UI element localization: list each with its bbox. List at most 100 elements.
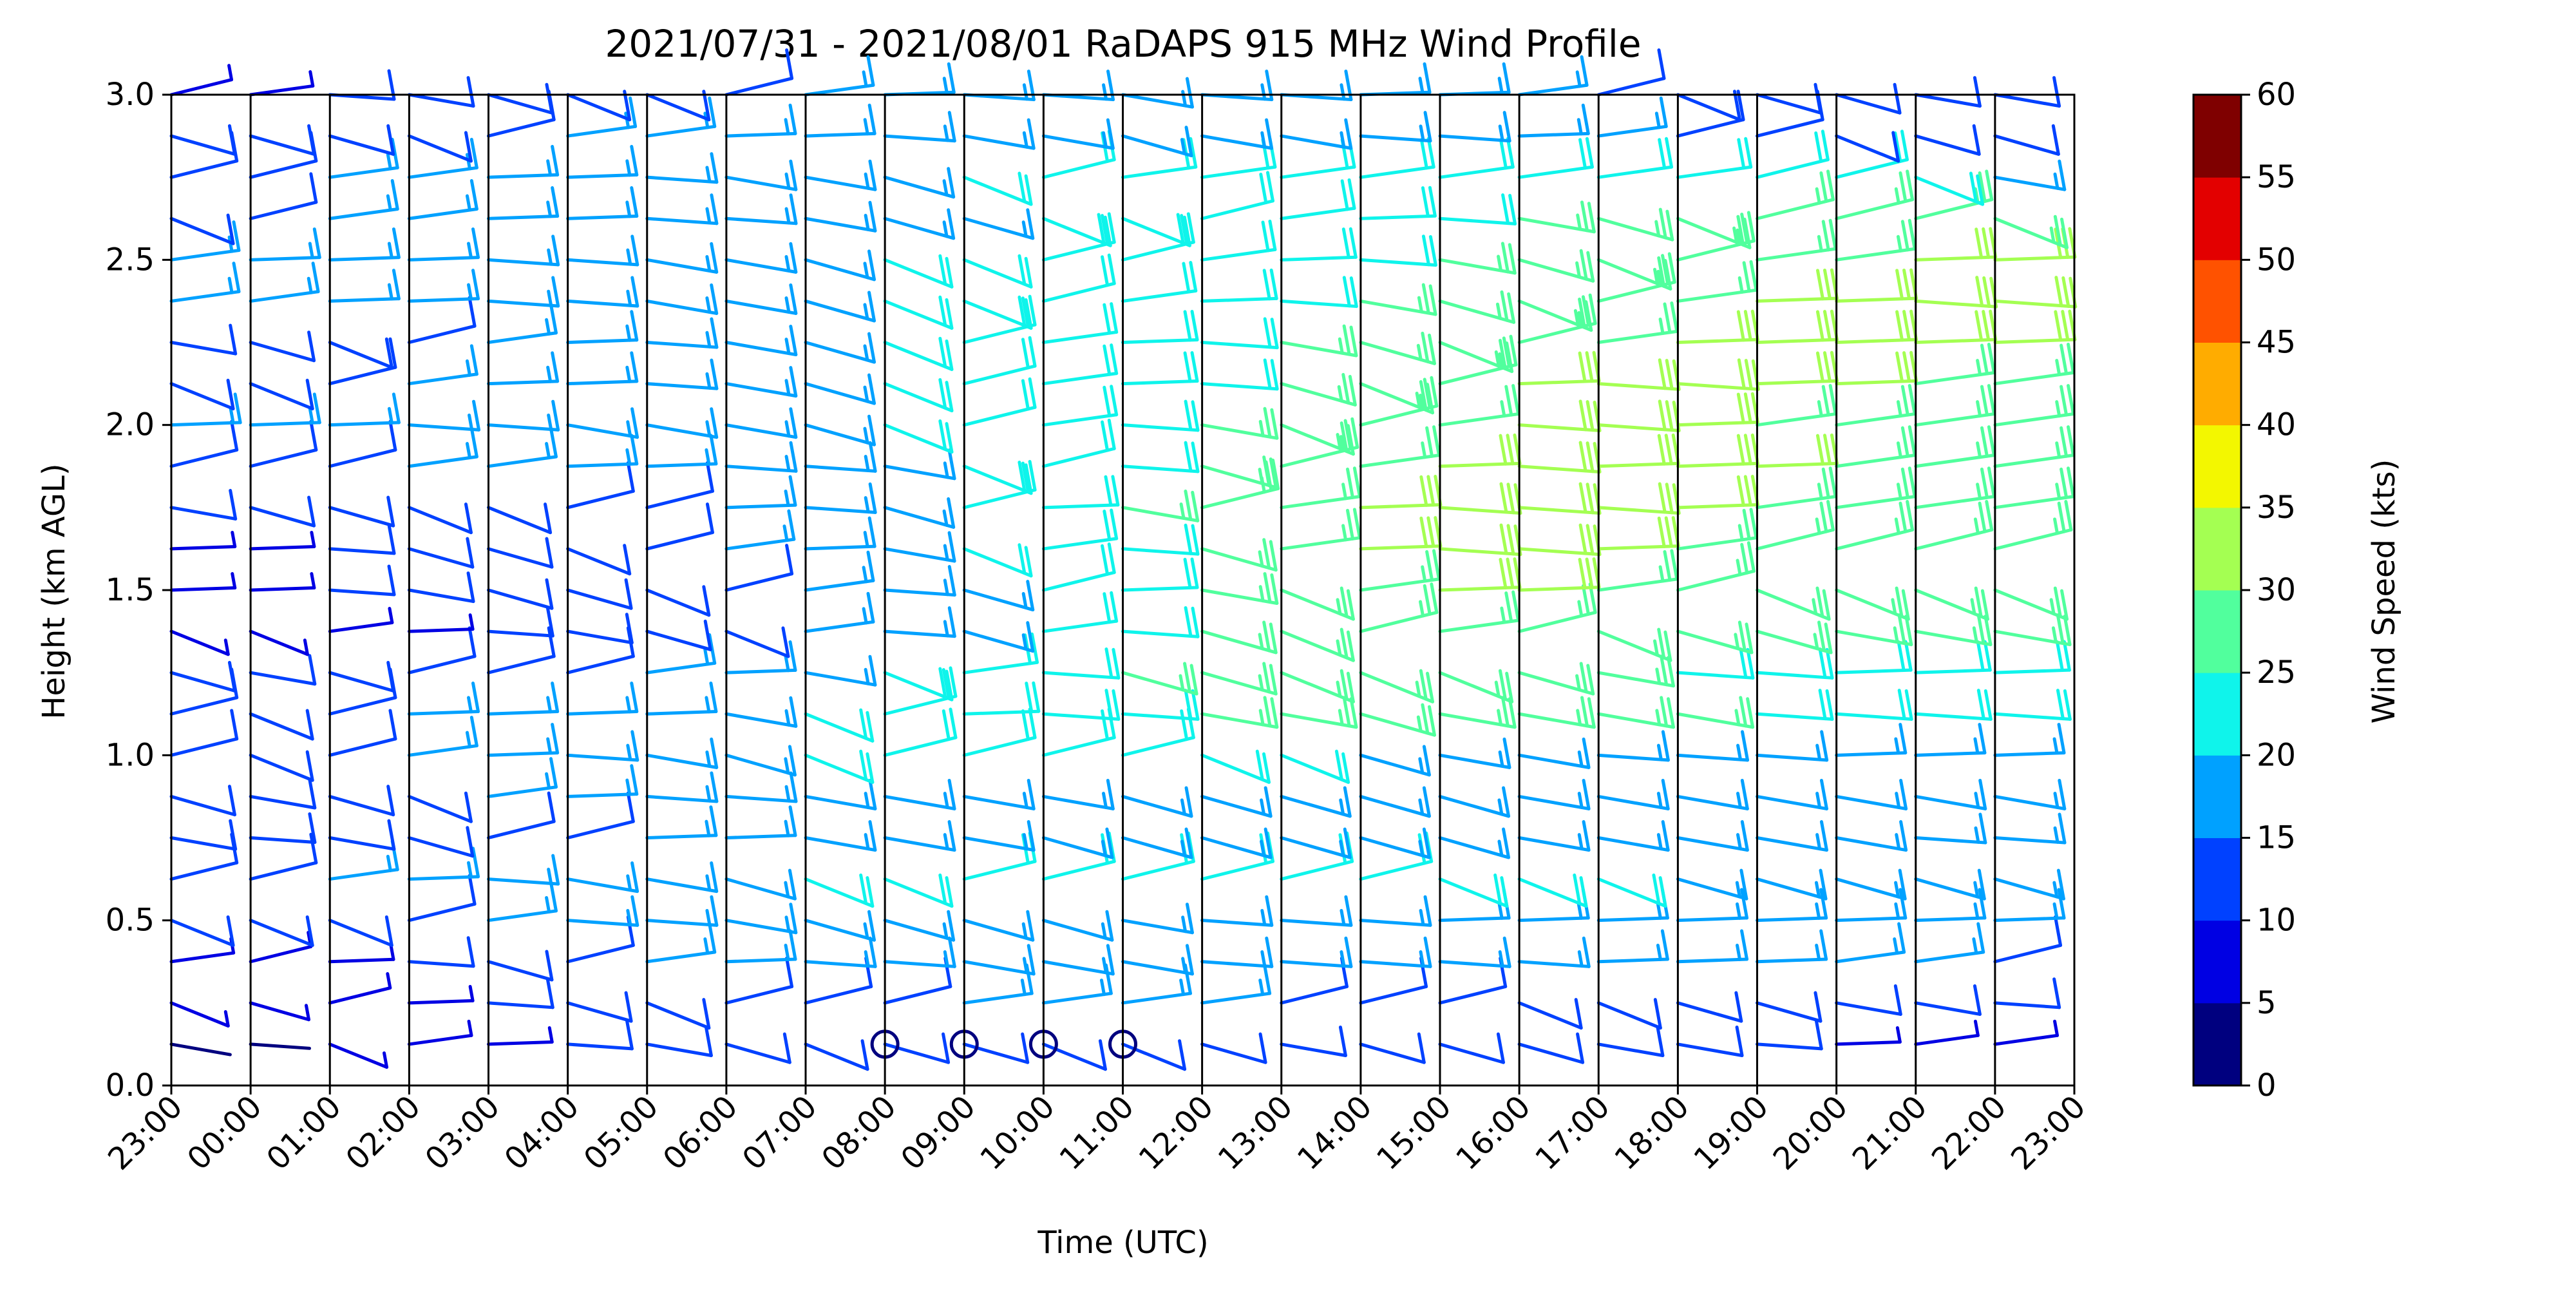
wind-barb [566, 276, 639, 308]
barb-flag [312, 227, 321, 260]
barb-flag [1900, 129, 1909, 162]
barb-flag [789, 159, 798, 191]
barb-shaft [804, 131, 876, 138]
barb-shaft [407, 960, 475, 968]
barb-flag [705, 502, 714, 535]
barb-flag [629, 96, 638, 128]
barb-flag [2066, 466, 2075, 499]
barb-shaft [1993, 255, 2077, 262]
barb-shaft [1438, 412, 1520, 427]
barb-half-flag [1656, 792, 1663, 810]
barb-flag [1505, 671, 1514, 703]
wind-barb [1756, 499, 1835, 551]
barb-shaft [249, 919, 314, 947]
wind-barb [1835, 984, 1902, 1016]
wind-barb [883, 778, 956, 810]
barb-shaft [645, 877, 719, 894]
barb-shaft [804, 579, 875, 592]
wind-barb [407, 399, 481, 432]
wind-barb [1200, 268, 1278, 303]
barb-flag [868, 159, 877, 191]
barb-half-flag [1575, 70, 1582, 88]
barb-flag [1183, 351, 1192, 383]
barb-flag [1334, 749, 1343, 781]
barb-flag [1743, 475, 1752, 507]
wind-barb [328, 392, 401, 427]
barb-shaft [804, 794, 877, 810]
wind-barb [407, 846, 480, 881]
wind-barb [962, 295, 1033, 330]
barb-shaft [1041, 503, 1120, 510]
barb-half-flag [1415, 391, 1421, 409]
barb-half-flag [1336, 680, 1342, 698]
wind-barb [328, 227, 401, 262]
barb-flag [386, 124, 395, 156]
wind-barb [1835, 499, 1915, 551]
barb-flag [307, 330, 316, 363]
wind-barb [1280, 749, 1350, 784]
barb-half-flag [546, 159, 553, 177]
barb-half-flag [1655, 709, 1662, 727]
barb-shaft [487, 118, 556, 138]
wind-barb [487, 1026, 554, 1046]
barb-half-flag [784, 489, 790, 507]
barb-shaft [1914, 255, 1998, 262]
barb-half-flag [626, 289, 632, 307]
barb-flag [551, 234, 560, 267]
wind-barb [407, 76, 475, 108]
barb-shaft [1280, 836, 1352, 859]
barb-shaft [1041, 330, 1119, 344]
wind-barb [328, 337, 393, 369]
wind-barb [1835, 169, 1915, 220]
barb-flag [1670, 549, 1679, 581]
wind-barb [1438, 557, 1522, 592]
barb-flag [1428, 234, 1437, 267]
barb-flag [1975, 227, 1984, 260]
barb-shaft [1676, 957, 1749, 964]
barb-flag [1346, 671, 1355, 703]
barb-flag [1426, 671, 1435, 703]
barb-flag [630, 276, 639, 308]
barb-flag [1184, 489, 1193, 521]
barb-flag [1018, 254, 1027, 286]
barb-flag [947, 111, 956, 143]
barb-shaft [487, 506, 553, 535]
barb-flag [1352, 508, 1361, 540]
barb-flag [1987, 466, 1996, 499]
barb-flag [1269, 540, 1278, 572]
barb-shaft [962, 859, 1037, 881]
barb-shaft [1438, 586, 1522, 592]
wind-barb [1914, 76, 1982, 108]
barb-flag [1498, 338, 1507, 370]
barb-half-flag [1735, 881, 1741, 899]
barb-shaft [1200, 382, 1279, 391]
barb-flag [1739, 696, 1748, 728]
wind-barb [645, 90, 711, 122]
barb-shaft [1914, 528, 1994, 551]
barb-flag [2066, 425, 2075, 457]
barb-half-flag [1894, 187, 1900, 205]
barb-shaft [249, 341, 316, 363]
barb-half-flag [943, 833, 949, 851]
wind-barb [1596, 820, 1670, 852]
barb-flag [551, 351, 560, 383]
barb-shaft [962, 660, 1039, 674]
wind-barb [883, 62, 956, 97]
barb-flag [1182, 215, 1191, 247]
barb-flag [1190, 351, 1199, 383]
barb-flag [2055, 640, 2064, 673]
wind-barb [1517, 200, 1596, 234]
barb-half-flag [1494, 350, 1501, 368]
colorbar-tick-label: 55 [2257, 159, 2296, 195]
wind-barb [487, 854, 560, 886]
wind-barb [249, 832, 318, 881]
barb-flag [469, 178, 478, 211]
wind-barb [962, 254, 1033, 289]
wind-barb [962, 118, 1036, 150]
barb-flag [1580, 55, 1589, 87]
barb-flag [1269, 664, 1278, 696]
barb-flag [1184, 441, 1193, 473]
barb-flag [1900, 385, 1909, 417]
barb-flag [1499, 482, 1508, 514]
barb-half-flag [547, 289, 553, 307]
